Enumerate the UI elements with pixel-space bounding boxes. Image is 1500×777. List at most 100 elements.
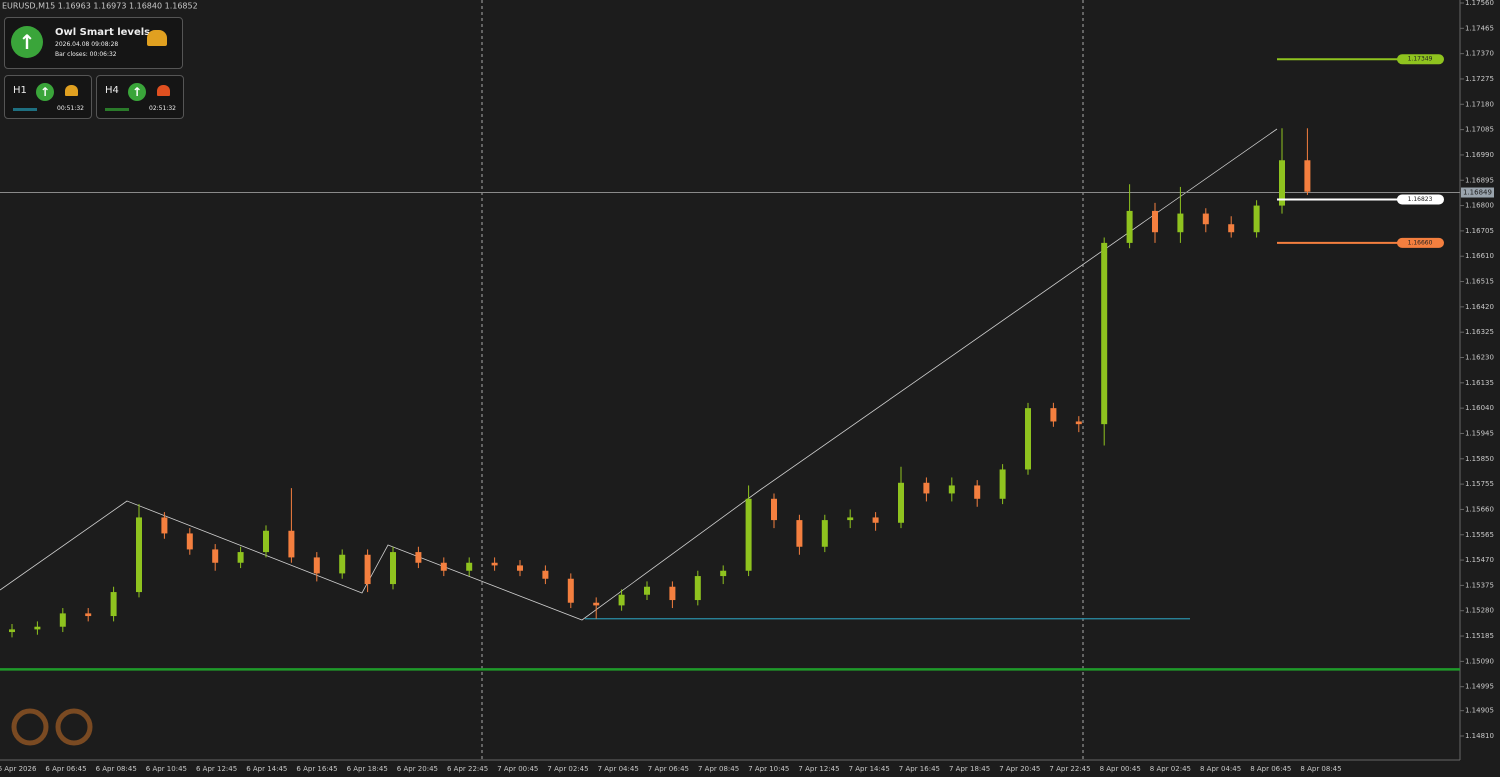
- y-tick-label: 1.15280: [1465, 607, 1494, 615]
- x-tick-label: 6 Apr 20:45: [397, 765, 438, 773]
- frame-name: H1: [13, 85, 27, 96]
- y-tick-label: 1.16515: [1465, 278, 1494, 286]
- bar-closes: Bar closes: 00:06:32: [55, 51, 117, 58]
- level-label: 1.16823: [1408, 196, 1433, 203]
- x-tick-label: 7 Apr 08:45: [698, 765, 739, 773]
- panel-time: 2026.04.08 09:08:28: [55, 41, 119, 48]
- y-tick-label: 1.16230: [1465, 354, 1494, 362]
- candle-body: [1075, 421, 1082, 425]
- y-tick-label: 1.15375: [1465, 581, 1494, 589]
- y-tick-label: 1.16895: [1465, 176, 1494, 184]
- x-tick-label: 6 Apr 2026: [0, 765, 37, 773]
- candle-body: [59, 613, 66, 627]
- y-tick-label: 1.17465: [1465, 24, 1494, 32]
- x-tick-label: 7 Apr 04:45: [598, 765, 639, 773]
- candle-body: [1025, 408, 1031, 470]
- candle-body: [415, 552, 422, 563]
- level-label: 1.17349: [1408, 56, 1433, 63]
- x-tick-label: 7 Apr 02:45: [547, 765, 588, 773]
- y-tick-label: 1.16990: [1465, 151, 1494, 159]
- h4-panel: H4 ↑ 02:51:32: [96, 75, 184, 119]
- candle-body: [974, 485, 981, 499]
- symbol-line: EURUSD,M15 1.16963 1.16973 1.16840 1.168…: [2, 2, 198, 11]
- x-tick-label: 7 Apr 14:45: [849, 765, 890, 773]
- candle-body: [390, 552, 396, 585]
- current-price-tag: [1461, 187, 1494, 198]
- x-tick-label: 8 Apr 08:45: [1300, 765, 1341, 773]
- candle-body: [796, 520, 803, 547]
- y-tick-label: 1.17560: [1465, 0, 1494, 7]
- y-tick-label: 1.16325: [1465, 328, 1494, 336]
- candle-body: [491, 562, 498, 566]
- y-tick-label: 1.16800: [1465, 202, 1494, 210]
- candle-body: [161, 517, 168, 534]
- candle-body: [440, 562, 447, 571]
- candle-body: [263, 530, 269, 553]
- x-tick-label: 6 Apr 06:45: [45, 765, 86, 773]
- candle-body: [821, 520, 828, 547]
- candle-body: [1202, 213, 1209, 225]
- candle-body: [34, 626, 41, 630]
- candle-body: [186, 533, 193, 550]
- alarm-icon: [157, 85, 170, 96]
- y-tick-label: 1.15470: [1465, 556, 1494, 564]
- candle-body: [898, 482, 904, 523]
- x-tick-label: 6 Apr 08:45: [96, 765, 137, 773]
- y-tick-label: 1.15185: [1465, 632, 1494, 640]
- candle-body: [136, 517, 142, 593]
- y-tick-label: 1.15660: [1465, 505, 1494, 513]
- x-tick-label: 6 Apr 14:45: [246, 765, 287, 773]
- candle-body: [618, 594, 625, 606]
- candle-body: [9, 629, 15, 633]
- level-tag: [1397, 237, 1444, 248]
- progress: [105, 108, 129, 111]
- x-tick-label: 7 Apr 10:45: [748, 765, 789, 773]
- candle-body: [923, 482, 930, 494]
- x-tick-label: 6 Apr 16:45: [296, 765, 337, 773]
- y-tick-label: 1.15945: [1465, 429, 1494, 437]
- candle-body: [745, 498, 752, 571]
- y-tick-label: 1.17275: [1465, 75, 1494, 83]
- candle-body: [1177, 213, 1184, 233]
- candle-body: [110, 592, 117, 617]
- x-tick-label: 6 Apr 18:45: [347, 765, 388, 773]
- y-tick-label: 1.16610: [1465, 252, 1494, 260]
- current-price-label: 1.16849: [1463, 189, 1492, 197]
- candle-body: [466, 562, 473, 571]
- x-tick-label: 7 Apr 12:45: [798, 765, 839, 773]
- candle-body: [1304, 160, 1311, 192]
- level-tag: [1397, 54, 1444, 65]
- up-arrow: ↑: [11, 26, 43, 58]
- candle-body: [237, 552, 244, 563]
- y-tick-label: 1.17085: [1465, 126, 1494, 134]
- y-tick-label: 1.14810: [1465, 732, 1494, 740]
- level-tag: [1397, 194, 1444, 205]
- candle-body: [847, 517, 854, 521]
- candle-body: [999, 469, 1006, 499]
- x-tick-label: 7 Apr 20:45: [999, 765, 1040, 773]
- h1-panel: H1 ↑ 00:51:32: [4, 75, 92, 119]
- candle-body: [85, 613, 92, 617]
- x-tick-label: 7 Apr 06:45: [648, 765, 689, 773]
- alarm-icon: [147, 30, 167, 46]
- candle-body: [542, 570, 549, 579]
- owl-panel: ↑ Owl Smart levels 2026.04.08 09:08:28 B…: [4, 17, 183, 69]
- x-tick-label: 8 Apr 02:45: [1150, 765, 1191, 773]
- candle-body: [1101, 242, 1108, 425]
- candle-body: [313, 557, 320, 574]
- y-tick-label: 1.15565: [1465, 531, 1494, 539]
- candle-body: [694, 576, 701, 601]
- frame-name: H4: [105, 85, 119, 96]
- y-tick-label: 1.15755: [1465, 480, 1494, 488]
- y-tick-label: 1.15090: [1465, 657, 1494, 665]
- candle-body: [771, 498, 777, 521]
- candle-body: [288, 530, 295, 558]
- candle-body: [1228, 224, 1235, 233]
- panel-title: Owl Smart levels: [55, 27, 151, 38]
- candle-body: [948, 485, 955, 494]
- y-tick-label: 1.16135: [1465, 379, 1494, 387]
- up-arrow: ↑: [128, 83, 146, 101]
- x-tick-label: 7 Apr 22:45: [1049, 765, 1090, 773]
